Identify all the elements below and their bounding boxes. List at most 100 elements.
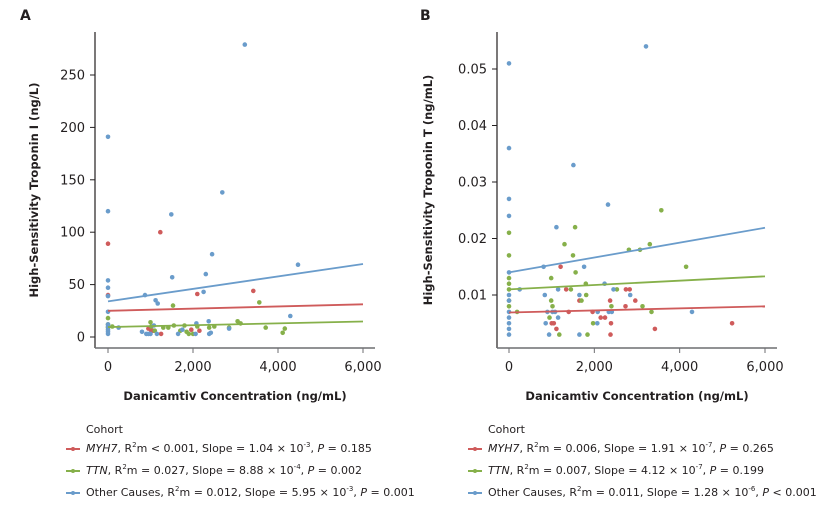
data-point (148, 320, 153, 325)
data-point (571, 162, 576, 168)
legend-swatch-other (66, 490, 80, 495)
legend-swatch-ttn (66, 468, 80, 473)
data-point (105, 134, 111, 140)
data-point (105, 293, 111, 299)
data-point (689, 309, 695, 315)
series-other (506, 44, 695, 337)
data-point (506, 298, 512, 303)
y-tick-label: 100 (60, 226, 85, 241)
legend-swatch-ttn (468, 468, 482, 473)
series-ttn (105, 300, 288, 337)
data-point (598, 315, 603, 320)
series-ttn (506, 208, 689, 337)
data-point (607, 298, 613, 303)
data-point (220, 190, 225, 195)
data-point (506, 253, 512, 258)
legend-label-other: Other Causes, R2m = 0.011, Slope = 1.28 … (488, 485, 817, 500)
data-point (105, 315, 111, 321)
data-point (139, 329, 145, 335)
y-tick-label: 0 (77, 331, 85, 346)
data-point (506, 61, 512, 66)
data-point (158, 331, 164, 337)
x-tick-label: 2,000 (174, 360, 211, 375)
x-tick-label: 4,000 (661, 360, 698, 375)
y-tick-label: 50 (68, 278, 85, 293)
data-point (554, 326, 559, 332)
x-axis-title: Danicamtiv Concentration (ng/mL) (123, 389, 346, 403)
data-point (148, 331, 153, 337)
legend-entry-other: Other Causes, R2m = 0.011, Slope = 1.28 … (468, 482, 817, 504)
data-point (554, 224, 559, 230)
data-point (568, 287, 574, 292)
data-point (155, 301, 160, 306)
x-tick-label: 2,000 (576, 360, 613, 375)
data-point (506, 213, 512, 219)
data-point (590, 321, 596, 326)
data-point (506, 304, 512, 309)
legend-panel-b: Cohort MYH7, R2m = 0.006, Slope = 1.91 ×… (468, 422, 817, 504)
series-other (105, 42, 301, 337)
data-point (506, 326, 512, 332)
y-tick-label: 0.05 (458, 63, 487, 78)
y-tick-label: 250 (60, 69, 85, 84)
data-point (226, 326, 232, 331)
data-point (577, 292, 582, 298)
data-point (175, 331, 181, 337)
y-axis-title: High-Sensitivity Troponin I (ng/L) (27, 82, 41, 297)
legend-label-ttn: TTN, R2m = 0.007, Slope = 4.12 × 10-7, P… (488, 463, 765, 478)
data-point (623, 304, 628, 309)
x-tick-label: 6,000 (344, 360, 381, 375)
data-point (506, 292, 512, 298)
legend-label-myh7: MYH7, R2m = 0.006, Slope = 1.91 × 10-7, … (488, 441, 774, 456)
panel-a: A 0 50 100 150 200 250 0 2,000 4,000 6,000 Danicamt… (20, 8, 382, 403)
data-point (627, 292, 633, 298)
data-point (158, 229, 163, 235)
x-tick-label: 4,000 (259, 360, 296, 375)
series-myh7 (549, 264, 735, 337)
data-point (583, 292, 589, 298)
data-point (105, 241, 111, 246)
data-point (105, 331, 111, 337)
legend-entry-ttn: TTN, R2m = 0.027, Slope = 8.88 × 10-4, P… (66, 460, 415, 482)
data-point (602, 315, 608, 320)
data-point (154, 331, 160, 337)
x-tick-label: 0 (104, 360, 112, 375)
data-point (647, 241, 653, 247)
data-point (189, 327, 194, 333)
data-point (506, 332, 512, 337)
x-tick-label: 6,000 (746, 360, 783, 375)
data-point (555, 315, 561, 320)
data-point (555, 287, 561, 292)
data-point (659, 208, 664, 213)
legend-label-other: Other Causes, R2m = 0.012, Slope = 5.95 … (86, 485, 415, 500)
legend-entry-other: Other Causes, R2m = 0.012, Slope = 5.95 … (66, 482, 415, 504)
data-point (605, 202, 611, 207)
data-point (608, 332, 613, 337)
data-point (683, 264, 689, 270)
data-point (548, 298, 554, 303)
data-point (729, 321, 735, 326)
data-point (595, 321, 600, 326)
data-point (197, 328, 202, 334)
data-point (550, 304, 555, 309)
regression-line-myh7 (107, 303, 364, 312)
data-point (170, 303, 176, 308)
data-point (105, 285, 111, 291)
data-point (640, 304, 645, 309)
data-point (558, 264, 563, 270)
legend-entry-ttn: TTN, R2m = 0.007, Slope = 4.12 × 10-7, P… (468, 460, 817, 482)
data-point (614, 287, 620, 292)
x-tick-label: 0 (505, 360, 513, 375)
panel-b: B 0.01 0.02 0.03 0.04 0.05 0 2,000 4,000 6,000 Dan… (420, 8, 784, 403)
x-axis-title: Danicamtiv Concentration (ng/mL) (525, 389, 748, 403)
y-tick-label: 150 (60, 173, 85, 188)
data-point (551, 321, 557, 326)
data-point (180, 327, 185, 333)
data-point (649, 309, 654, 315)
regression-line-other (508, 226, 766, 274)
data-point (201, 289, 206, 295)
data-point (506, 230, 512, 236)
data-point (195, 291, 200, 297)
data-point (169, 275, 175, 280)
regression-line-ttn (508, 275, 766, 291)
